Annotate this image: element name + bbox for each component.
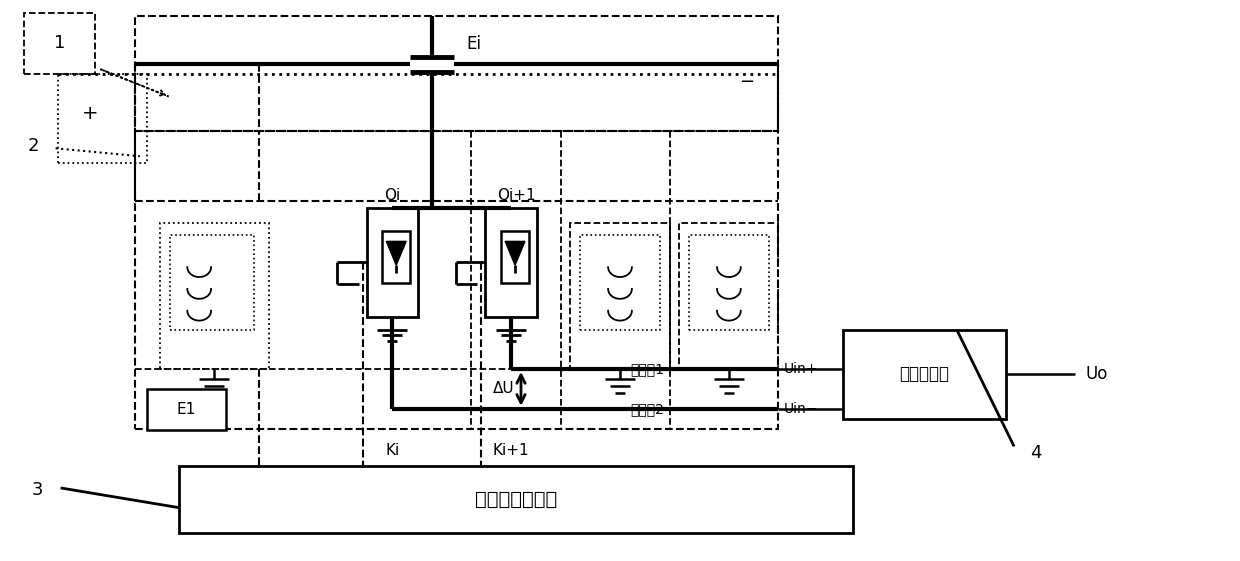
Text: ΔU: ΔU bbox=[494, 381, 515, 397]
Bar bbox=[135, 16, 779, 131]
Bar bbox=[689, 236, 769, 329]
Text: Uin+: Uin+ bbox=[784, 362, 817, 376]
Bar bbox=[843, 329, 1006, 419]
Text: E1: E1 bbox=[177, 402, 196, 417]
Text: Ki: Ki bbox=[386, 443, 399, 458]
Text: +: + bbox=[82, 104, 98, 123]
Bar bbox=[170, 236, 254, 329]
Bar bbox=[680, 223, 779, 369]
Text: Uo: Uo bbox=[1085, 365, 1107, 383]
Text: 4: 4 bbox=[1030, 444, 1042, 462]
Bar bbox=[570, 223, 670, 369]
Text: Uin−: Uin− bbox=[784, 402, 817, 416]
Text: Qi: Qi bbox=[384, 188, 401, 203]
Text: Ki+1: Ki+1 bbox=[492, 443, 529, 458]
Text: 1: 1 bbox=[53, 34, 66, 52]
Text: 汇流线1: 汇流线1 bbox=[630, 362, 663, 376]
Bar bbox=[135, 131, 779, 429]
Polygon shape bbox=[387, 241, 407, 265]
Bar bbox=[501, 232, 529, 283]
Bar bbox=[367, 208, 418, 316]
Bar bbox=[146, 389, 226, 430]
Text: 2: 2 bbox=[29, 137, 40, 155]
Bar bbox=[180, 466, 853, 534]
Text: 汇流线2: 汇流线2 bbox=[630, 402, 663, 416]
Text: 3: 3 bbox=[32, 481, 43, 499]
Bar bbox=[160, 223, 269, 369]
Bar bbox=[580, 236, 660, 329]
Bar bbox=[57, 74, 146, 163]
Text: Qi+1: Qi+1 bbox=[497, 188, 536, 203]
Text: Ei: Ei bbox=[466, 35, 481, 53]
Text: 串行移位寄存器: 串行移位寄存器 bbox=[475, 490, 557, 509]
Text: −: − bbox=[739, 73, 754, 91]
Bar bbox=[485, 208, 537, 316]
Bar bbox=[24, 13, 95, 74]
Text: 绝对值电路: 绝对值电路 bbox=[899, 365, 949, 383]
Bar bbox=[382, 232, 410, 283]
Polygon shape bbox=[505, 241, 525, 265]
